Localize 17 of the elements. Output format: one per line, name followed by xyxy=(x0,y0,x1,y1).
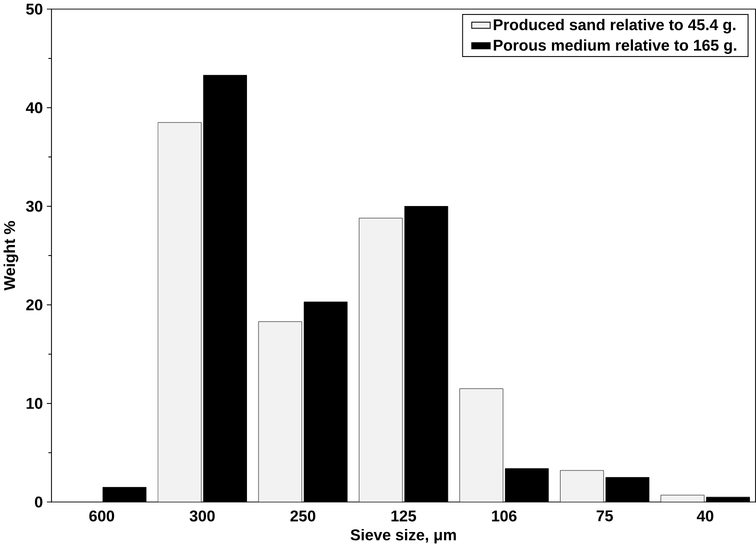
legend-label: Porous medium relative to 165 g. xyxy=(494,39,736,54)
y-tick-label: 50 xyxy=(26,4,42,15)
y-tick-label: 40 xyxy=(26,102,42,114)
x-tick-label: 300 xyxy=(190,510,215,522)
x-tick-label: 40 xyxy=(696,510,714,522)
y-tick-label: 30 xyxy=(26,200,42,212)
y-tick-label: 20 xyxy=(26,299,42,310)
x-tick-label: 600 xyxy=(89,510,114,522)
x-axis-title: Sieve size, μm xyxy=(350,528,456,544)
x-tick-label: 106 xyxy=(492,510,517,522)
y-axis-title: Weight % xyxy=(4,221,18,290)
x-tick-label: 75 xyxy=(596,510,613,522)
legend-label: Produced sand relative to 45.4 g. xyxy=(494,18,736,34)
x-tick-label: 250 xyxy=(290,510,316,522)
y-tick-label: 0 xyxy=(34,496,42,508)
y-tick-label: 10 xyxy=(26,398,42,409)
x-tick-label: 125 xyxy=(391,510,416,522)
